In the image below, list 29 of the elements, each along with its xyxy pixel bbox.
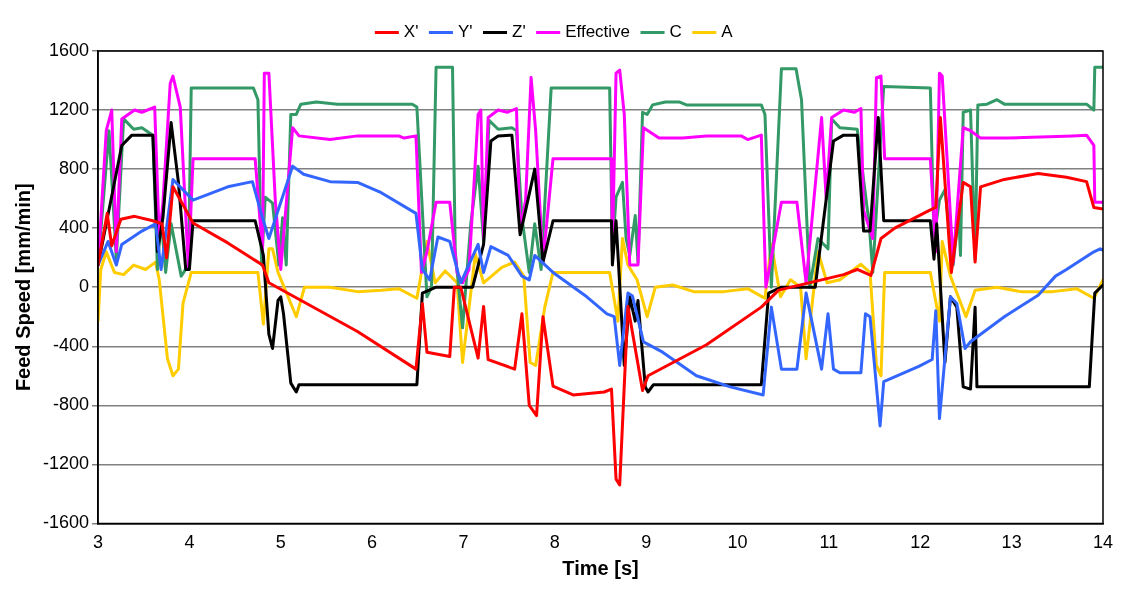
y-tick-label: 1600 — [48, 39, 90, 60]
legend-label: C — [669, 22, 682, 42]
y-tick-label: 1200 — [48, 99, 90, 120]
x-tick-label: 6 — [367, 532, 378, 553]
x-axis-title: Time [s] — [562, 556, 639, 579]
y-tick-label: -800 — [53, 394, 90, 415]
x-tick-label: 12 — [910, 532, 931, 553]
legend-label: Y' — [457, 22, 473, 42]
x-tick-label: 7 — [458, 532, 469, 553]
y-tick-label: -1200 — [42, 453, 90, 474]
x-tick-label: 5 — [275, 532, 286, 553]
legend-label: Z' — [512, 22, 526, 42]
x-tick-label: 14 — [1092, 532, 1114, 553]
legend-label: X' — [403, 22, 419, 42]
y-axis-title: Feed Speed [mm/min] — [11, 183, 34, 392]
x-tick-label: 9 — [641, 532, 652, 553]
legend-label: A — [721, 22, 734, 42]
x-tick-label: 13 — [1001, 532, 1022, 553]
y-tick-label: 400 — [58, 217, 90, 238]
y-tick-label: -400 — [53, 335, 90, 356]
y-tick-label: -1600 — [42, 512, 90, 533]
x-tick-label: 10 — [727, 532, 748, 553]
x-tick-label: 11 — [819, 532, 839, 553]
x-tick-label: 4 — [184, 532, 195, 553]
x-tick-label: 3 — [93, 532, 104, 553]
x-tick-label: 8 — [549, 532, 560, 553]
y-tick-label: 800 — [58, 158, 90, 179]
y-tick-label: 0 — [79, 276, 90, 297]
legend-label: Effective — [565, 22, 631, 42]
